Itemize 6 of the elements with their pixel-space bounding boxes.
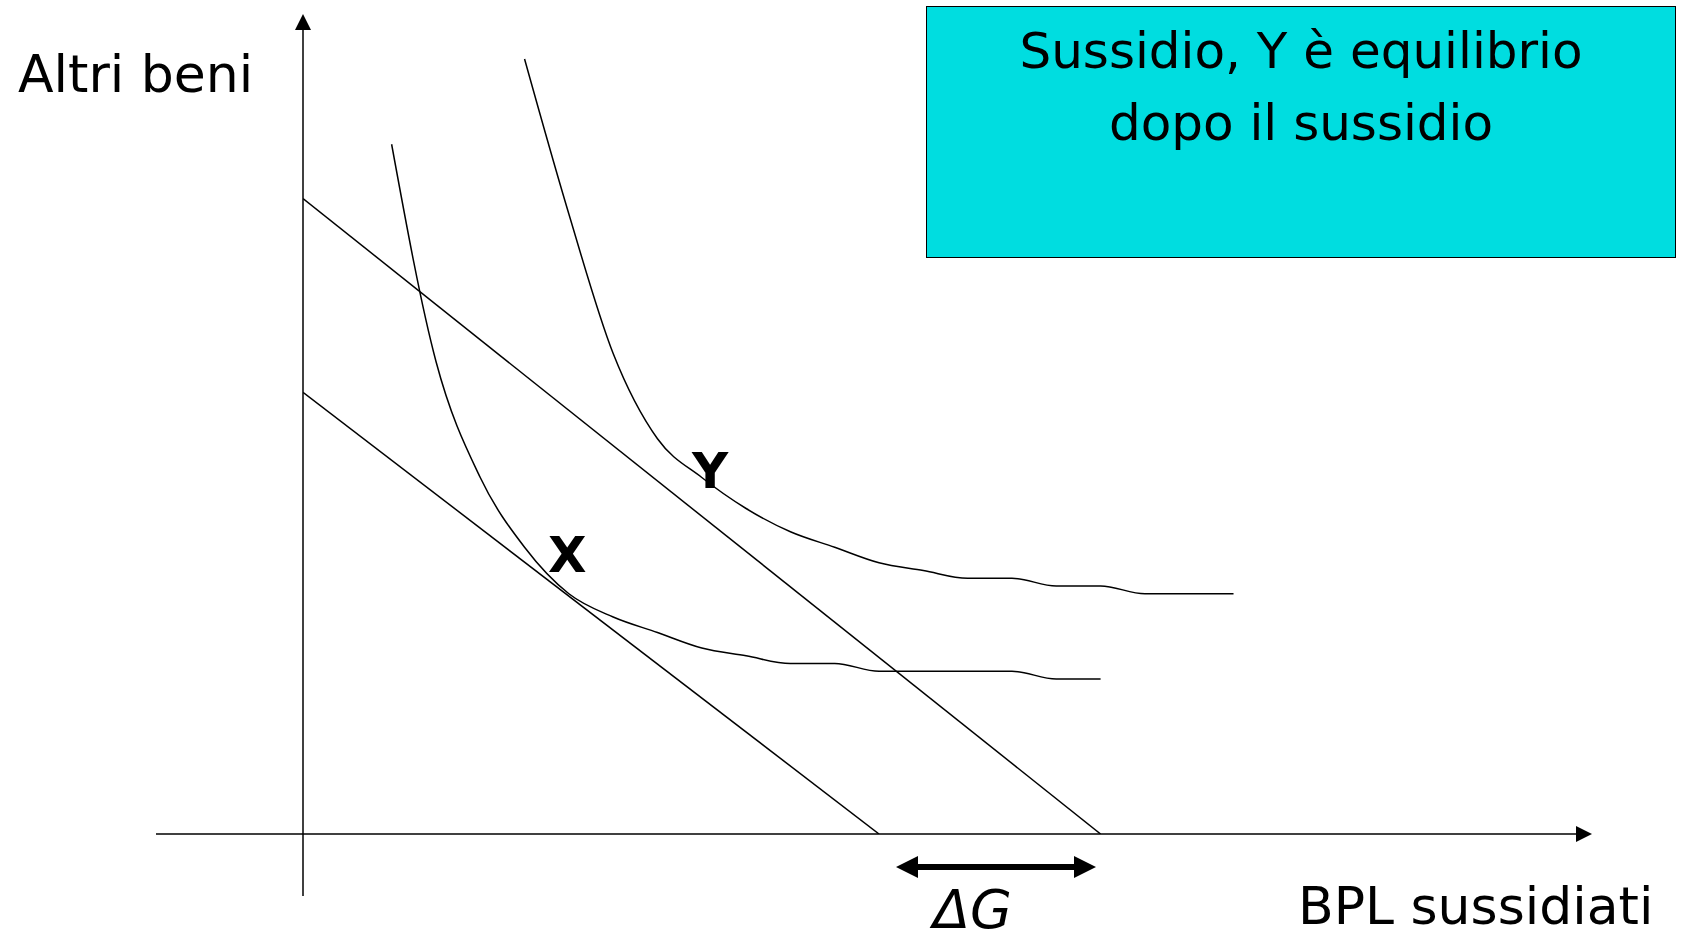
annotation: Sussidio, Y è equilibrio dopo il sussidio (1019, 22, 1583, 152)
annotation: Y (692, 442, 729, 500)
text-box: Sussidio, Y è equilibrio dopo il sussidio (926, 6, 1676, 258)
y-axis-title: Altri beni (18, 44, 254, 104)
x-axis-title: BPL sussidiati (1298, 876, 1654, 936)
annotation: X (548, 526, 587, 584)
